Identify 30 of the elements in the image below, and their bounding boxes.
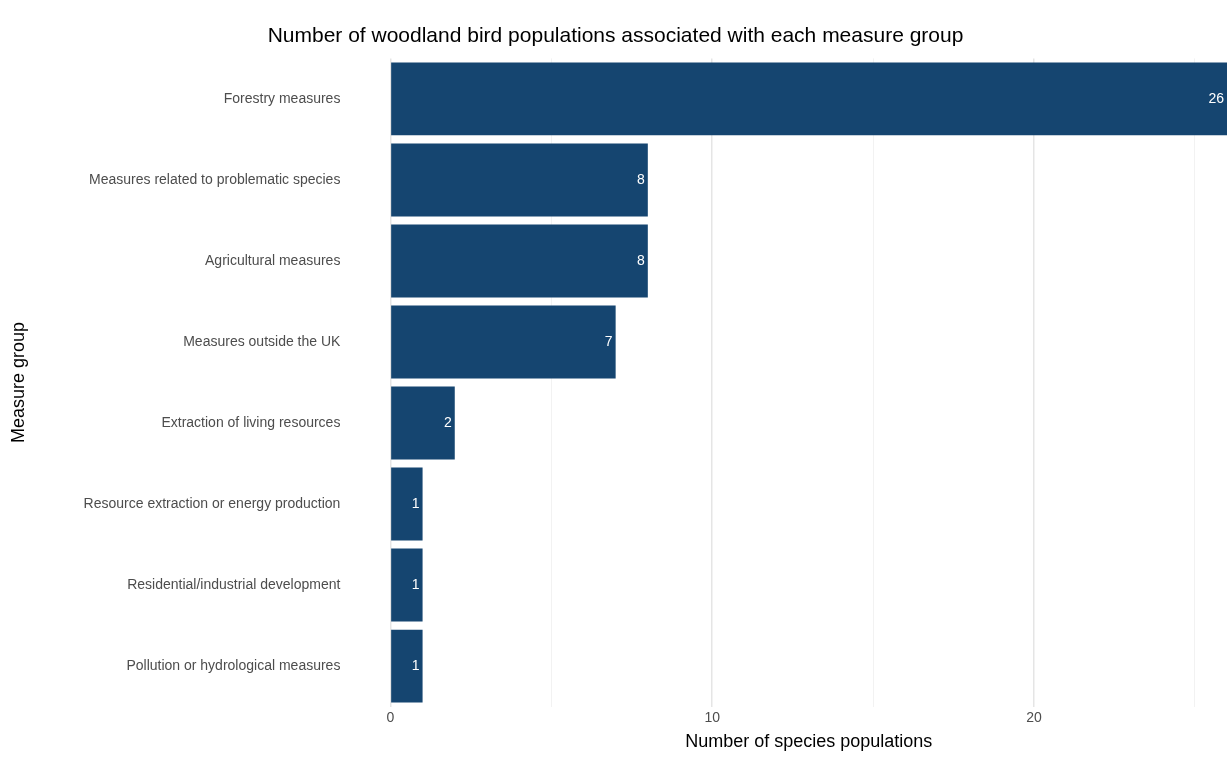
x-axis-title: Number of species populations	[685, 731, 933, 752]
bar	[391, 467, 423, 541]
x-tick-label: 0	[386, 708, 395, 725]
data-label: 2	[443, 413, 452, 430]
y-tick-label: Measures outside the UK	[183, 332, 342, 349]
chart-title: Number of woodland bird populations associated with each measure group	[267, 22, 964, 46]
y-tick-label: Residential/industrial development	[127, 575, 341, 592]
y-tick-label: Resource extraction or energy production	[83, 494, 341, 511]
y-tick-label: Agricultural measures	[205, 251, 341, 268]
x-tick-label: 10	[704, 708, 721, 725]
y-tick-label: Measures related to problematic species	[89, 170, 341, 187]
x-tick-label: 20	[1026, 708, 1042, 725]
data-label: 1	[411, 656, 420, 673]
data-label: 26	[1208, 89, 1225, 106]
y-tick-label: Forestry measures	[223, 89, 341, 106]
y-tick-label: Extraction of living resources	[161, 413, 341, 430]
data-label: 7	[604, 332, 613, 349]
bar	[391, 629, 423, 703]
data-label: 8	[637, 170, 646, 187]
y-tick-label: Pollution or hydrological measures	[126, 656, 341, 673]
y-axis-title: Measure group	[7, 321, 28, 444]
bar	[391, 305, 616, 379]
data-label: 1	[411, 494, 420, 511]
bar	[391, 386, 455, 460]
data-label: 8	[637, 251, 646, 268]
data-label: 1	[411, 575, 420, 592]
bar	[391, 548, 423, 622]
bar	[391, 143, 648, 217]
bar	[391, 62, 1227, 136]
bar	[391, 224, 648, 298]
